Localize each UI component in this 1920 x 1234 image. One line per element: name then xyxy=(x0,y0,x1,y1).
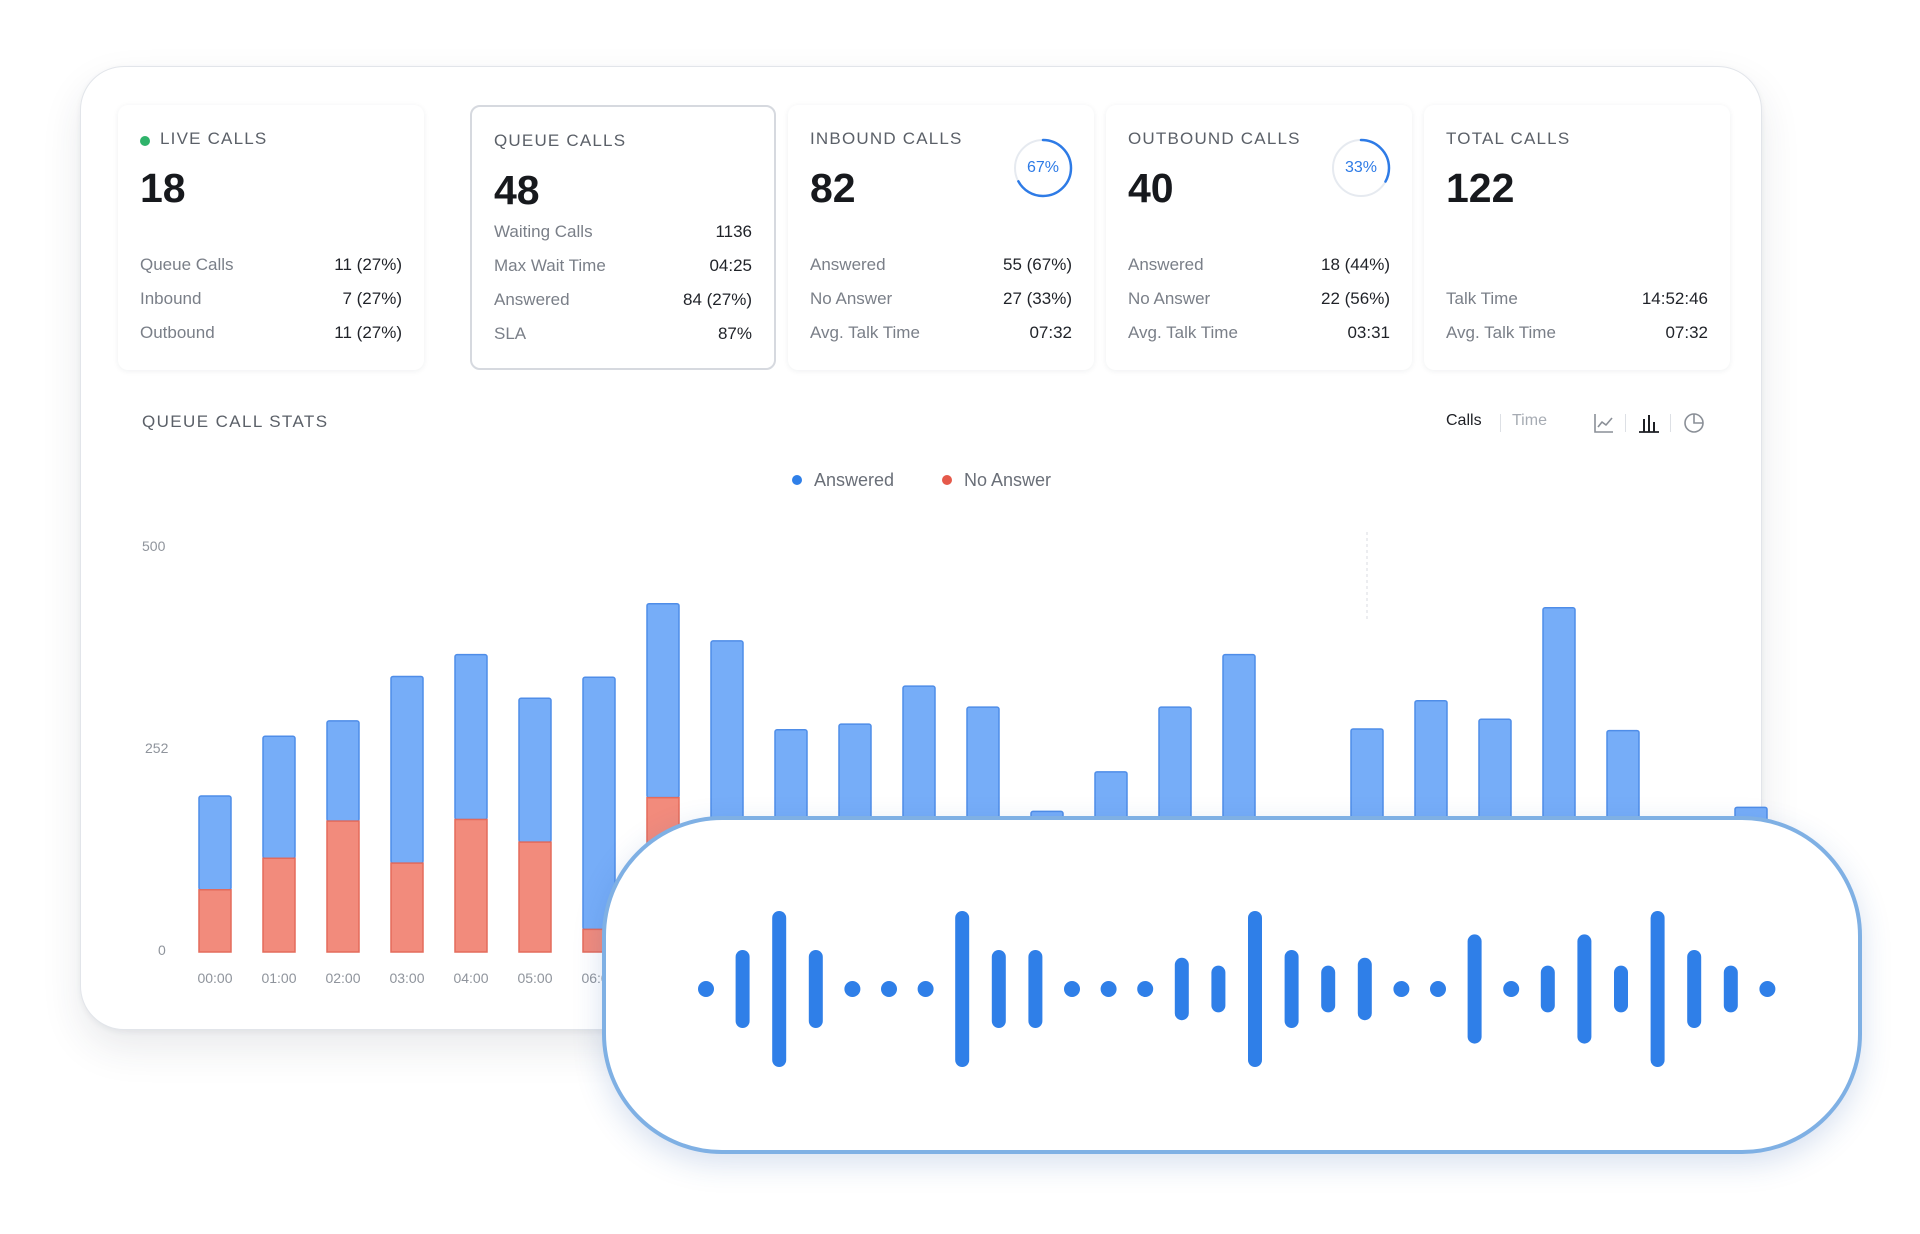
outbound-progress-ring xyxy=(1331,138,1391,198)
wave-bar xyxy=(772,911,787,1067)
wave-dot xyxy=(917,981,934,997)
legend-no-answer[interactable]: No Answer xyxy=(942,470,1051,491)
wave-bar xyxy=(735,950,750,1028)
wave-dot xyxy=(1137,981,1154,997)
card-value: 40 xyxy=(1128,165,1174,211)
wave-bar xyxy=(1650,911,1665,1067)
stat-row: Avg. Talk Time 07:32 xyxy=(1446,323,1708,342)
wave-bar xyxy=(1687,950,1702,1028)
card-title: OUTBOUND CALLS xyxy=(1128,129,1301,148)
card-title: TOTAL CALLS xyxy=(1446,129,1571,148)
wave-dot xyxy=(698,981,714,997)
wave-dot xyxy=(1100,981,1117,997)
stat-row: Avg. Talk Time 07:32 xyxy=(810,323,1072,342)
wave-bar xyxy=(808,950,823,1028)
toggle-time[interactable]: Time xyxy=(1512,412,1547,429)
wave-dot xyxy=(1430,981,1446,997)
wave-dot xyxy=(1759,981,1776,997)
wave-dot xyxy=(1393,981,1410,997)
wave-dot xyxy=(1064,981,1080,997)
outbound-ring-label: 33% xyxy=(1344,159,1378,176)
total-calls-card[interactable]: TOTAL CALLS 122 Talk Time 14:52:46 Avg. T… xyxy=(1424,105,1730,370)
tool-divider xyxy=(1625,414,1626,432)
wave-bar xyxy=(991,950,1006,1028)
card-value: 18 xyxy=(140,165,186,211)
toggle-calls[interactable]: Calls xyxy=(1446,412,1482,429)
y-tick-label: 500 xyxy=(142,538,166,554)
stat-row: Answered 18 (44%) xyxy=(1128,255,1390,274)
stat-row: Answered 84 (27%) xyxy=(494,290,752,309)
pie-chart-icon[interactable] xyxy=(1681,410,1707,436)
stat-row: Queue Calls 11 (27%) xyxy=(140,255,402,274)
wave-bar xyxy=(1577,934,1592,1044)
card-title: QUEUE CALLS xyxy=(494,131,627,150)
bar-chart-icon[interactable] xyxy=(1636,410,1662,436)
card-title: LIVE CALLS xyxy=(160,129,268,148)
wave-bar xyxy=(1284,950,1299,1028)
queue-calls-card[interactable]: QUEUE CALLS 48 Waiting Calls 1136 Max Wai… xyxy=(470,105,776,370)
card-value: 82 xyxy=(810,165,856,211)
stat-row: Inbound 7 (27%) xyxy=(140,289,402,308)
legend-label: No Answer xyxy=(964,470,1052,490)
legend-dot-answered xyxy=(792,475,802,486)
inbound-calls-card[interactable]: INBOUND CALLS 82 67% Answered 55 (67%) No… xyxy=(788,105,1094,370)
y-tick-label: 0 xyxy=(158,942,166,958)
tool-divider xyxy=(1670,414,1671,432)
wave-dot xyxy=(1503,981,1520,997)
wave-bar xyxy=(1321,965,1336,1013)
card-title: INBOUND CALLS xyxy=(810,129,963,148)
legend-answered[interactable]: Answered xyxy=(792,470,894,491)
inbound-ring-label: 67% xyxy=(1026,159,1060,176)
wave-bar xyxy=(955,911,970,1067)
stat-row: Talk Time 14:52:46 xyxy=(1446,289,1708,308)
wave-bar xyxy=(1174,957,1189,1021)
audio-waveform-card xyxy=(602,816,1862,1154)
wave-bar xyxy=(1248,911,1262,1067)
stat-row: SLA 87% xyxy=(494,324,752,343)
wave-bar xyxy=(1467,934,1482,1044)
toggle-divider xyxy=(1500,414,1501,432)
outbound-calls-card[interactable]: OUTBOUND CALLS 40 33% Answered 18 (44%) N… xyxy=(1106,105,1412,370)
wave-bar xyxy=(1028,950,1043,1028)
card-value: 48 xyxy=(494,167,540,213)
live-status-dot xyxy=(140,136,150,146)
audio-waveform xyxy=(698,911,1776,1067)
stat-row: Outbound 11 (27%) xyxy=(140,323,402,342)
card-value: 122 xyxy=(1446,165,1515,211)
legend-label: Answered xyxy=(814,470,895,490)
wave-bar xyxy=(1614,965,1628,1013)
stat-row: Answered 55 (67%) xyxy=(810,255,1072,274)
y-tick-label: 252 xyxy=(145,740,169,756)
queue-call-stats-title: QUEUE CALL STATS xyxy=(142,412,329,431)
line-chart-icon[interactable] xyxy=(1591,410,1617,436)
wave-bar xyxy=(1357,957,1372,1021)
wave-bar xyxy=(1540,965,1555,1013)
stat-row: Waiting Calls 1136 xyxy=(494,222,752,241)
stat-row: No Answer 22 (56%) xyxy=(1128,289,1390,308)
live-calls-card[interactable]: LIVE CALLS 18 Queue Calls 11 (27%) Inboun… xyxy=(118,105,424,370)
wave-bar xyxy=(1723,965,1738,1013)
legend-dot-no-answer xyxy=(942,475,952,486)
stat-row: Avg. Talk Time 03:31 xyxy=(1128,323,1390,342)
stat-row: No Answer 27 (33%) xyxy=(810,289,1072,308)
inbound-progress-ring xyxy=(1013,138,1073,198)
wave-dot xyxy=(844,981,861,997)
wave-bar xyxy=(1211,965,1226,1013)
stat-row: Max Wait Time 04:25 xyxy=(494,256,752,275)
wave-dot xyxy=(881,981,897,997)
